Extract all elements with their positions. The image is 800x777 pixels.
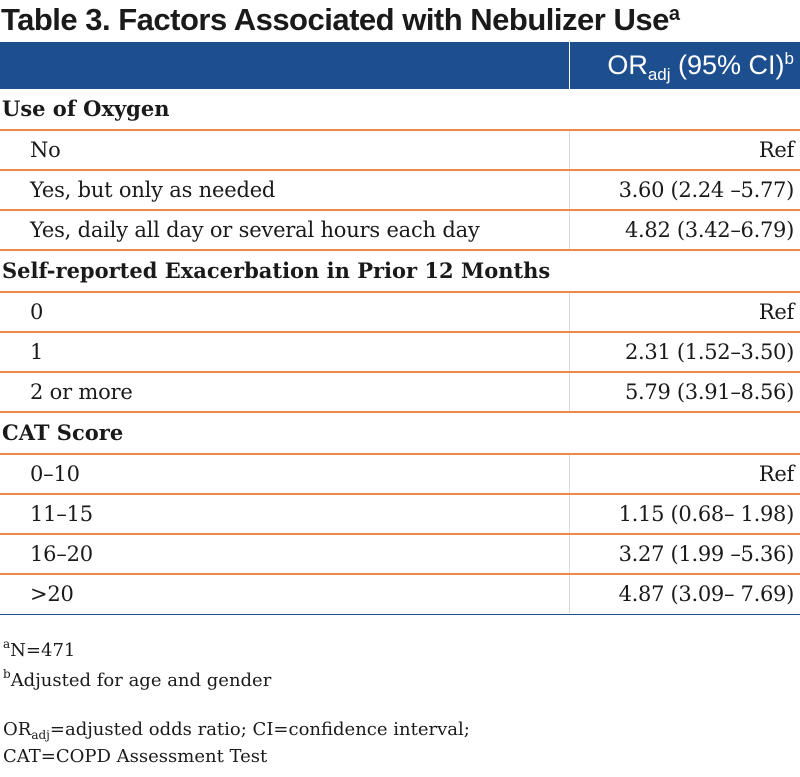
footnote-spacer [3, 696, 793, 716]
cell-divider [569, 455, 570, 493]
column-header-bar: ORadj (95% CI)b [0, 42, 800, 89]
section-header-oxygen: Use of Oxygen [0, 89, 800, 131]
footnote-marker: a [3, 637, 11, 651]
row-label: 0–10 [30, 462, 80, 486]
cell-divider [569, 333, 570, 371]
abbreviations-line-1: ORadj=adjusted odds ratio; CI=confidence… [3, 716, 793, 743]
abbr-rest: =adjusted odds ratio; CI=confidence inte… [49, 719, 470, 740]
cell-divider [569, 211, 570, 249]
table-row: 16–20 3.27 (1.99 –5.36) [0, 535, 800, 575]
row-label: Yes, but only as needed [30, 178, 276, 202]
cell-divider [569, 293, 570, 331]
table-row: Yes, daily all day or several hours each… [0, 211, 800, 251]
table-title-text: Table 3. Factors Associated with Nebuliz… [1, 2, 669, 37]
cell-divider [569, 535, 570, 573]
row-label: 2 or more [30, 380, 133, 404]
row-value: 2.31 (1.52–3.50) [624, 340, 794, 364]
section-label: Use of Oxygen [2, 96, 170, 121]
row-value: Ref [758, 462, 794, 486]
cell-divider [569, 131, 570, 169]
section-header-exacerbation: Self-reported Exacerbation in Prior 12 M… [0, 251, 800, 293]
row-label: 0 [30, 300, 44, 324]
table-row: No Ref [0, 131, 800, 171]
section-header-cat-score: CAT Score [0, 413, 800, 455]
table-row: 0–10 Ref [0, 455, 800, 495]
row-label: 11–15 [30, 502, 93, 526]
table-title: Table 3. Factors Associated with Nebuliz… [0, 0, 800, 40]
row-label: >20 [30, 582, 74, 606]
table-row: 0 Ref [0, 293, 800, 333]
cell-divider [569, 171, 570, 209]
abbreviations-line-2: CAT=COPD Assessment Test [3, 746, 268, 767]
row-label: Yes, daily all day or several hours each… [30, 218, 480, 242]
row-value: Ref [758, 300, 794, 324]
row-label: 1 [30, 340, 44, 364]
col-head-ci: (95% CI) [670, 50, 785, 80]
col-head-or: OR [607, 50, 648, 80]
row-value: 4.87 (3.09– 7.69) [618, 582, 795, 606]
table-title-footnote-marker: a [668, 3, 680, 25]
section-label: CAT Score [2, 420, 124, 445]
table-row: 2 or more 5.79 (3.91–8.56) [0, 373, 800, 413]
row-value: Ref [758, 138, 794, 162]
cell-divider [569, 495, 570, 533]
row-label: 16–20 [30, 542, 93, 566]
row-value: 1.15 (0.68– 1.98) [618, 502, 795, 526]
cell-divider [569, 575, 570, 613]
footnote-a: aN=471 [3, 636, 793, 666]
row-value: 5.79 (3.91–8.56) [624, 380, 794, 404]
header-column-divider [569, 42, 570, 89]
row-value: 3.60 (2.24 –5.77) [618, 178, 795, 202]
cell-divider [569, 373, 570, 411]
footnote-text: Adjusted for age and gender [10, 670, 272, 691]
table-row: >20 4.87 (3.09– 7.69) [0, 575, 800, 615]
section-label: Self-reported Exacerbation in Prior 12 M… [2, 258, 551, 283]
row-value: 4.82 (3.42–6.79) [624, 218, 794, 242]
footnote-b: bAdjusted for age and gender [3, 666, 793, 696]
row-label: No [30, 138, 61, 162]
footnote-text: N=471 [10, 640, 76, 661]
table-row: 1 2.31 (1.52–3.50) [0, 333, 800, 373]
footnote-marker: b [3, 667, 11, 681]
table-row: Yes, but only as needed 3.60 (2.24 –5.77… [0, 171, 800, 211]
col-head-adj: adj [647, 65, 671, 84]
table-row: 11–15 1.15 (0.68– 1.98) [0, 495, 800, 535]
column-header-or-ci: ORadj (95% CI)b [607, 42, 794, 89]
col-head-footnote-marker: b [784, 49, 794, 68]
footnotes: aN=471 bAdjusted for age and gender ORad… [3, 636, 793, 770]
data-table: Use of Oxygen No Ref Yes, but only as ne… [0, 89, 800, 615]
abbr-adj: adj [31, 728, 50, 742]
abbr-or: OR [3, 719, 32, 740]
row-value: 3.27 (1.99 –5.36) [618, 542, 795, 566]
